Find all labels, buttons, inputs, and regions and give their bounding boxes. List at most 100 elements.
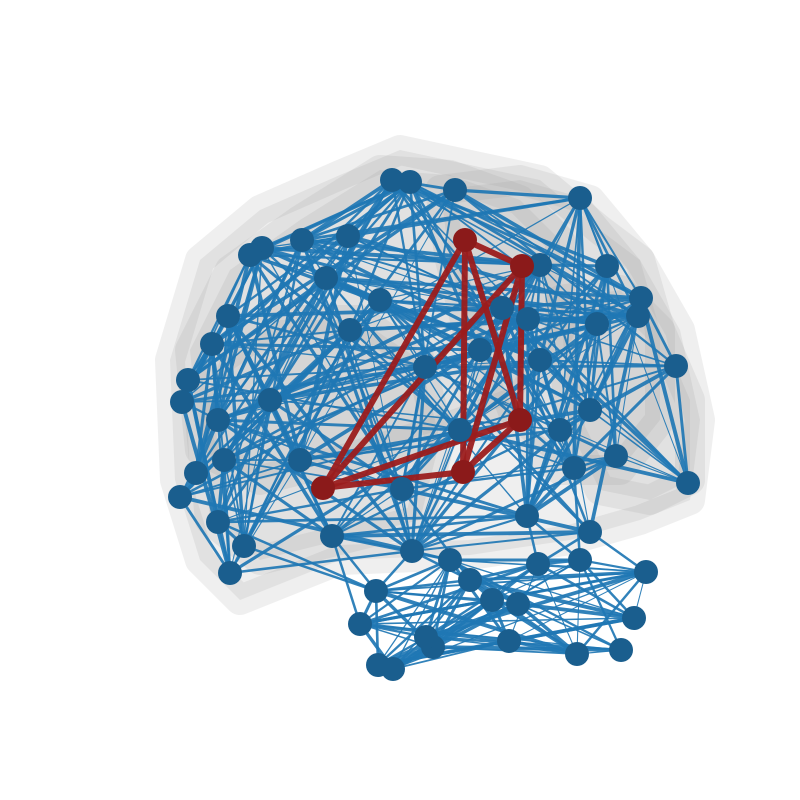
graph-node	[176, 368, 200, 392]
graph-node	[320, 524, 344, 548]
graph-node	[232, 534, 256, 558]
lower-cluster-edge	[359, 617, 635, 625]
highlighted-edge	[517, 263, 525, 423]
lower-cluster-edge	[579, 559, 635, 619]
lower-cluster-edge	[392, 559, 451, 670]
graph-node	[368, 288, 392, 312]
lower-cluster-edge	[425, 579, 471, 638]
upper-cluster-edge	[410, 366, 427, 552]
upper-cluster-edge	[409, 181, 598, 325]
upper-cluster-edge	[379, 298, 541, 362]
highlighted-node	[311, 476, 335, 500]
highlighted-edge	[462, 237, 523, 423]
graph-node	[578, 398, 602, 422]
upper-cluster-edge	[539, 358, 677, 368]
upper-cluster-edge	[349, 264, 541, 331]
graph-node	[390, 477, 414, 501]
upper-cluster-edge	[401, 466, 575, 491]
upper-cluster-edge	[223, 458, 333, 538]
upper-cluster-edge	[269, 348, 481, 402]
graph-node	[381, 657, 405, 681]
graph-node	[364, 579, 388, 603]
lower-cluster-edge	[377, 579, 471, 666]
highlighted-edge	[320, 469, 466, 491]
graph-node	[438, 548, 462, 572]
graph-node	[497, 629, 521, 653]
graph-node	[676, 471, 700, 495]
upper-cluster-edge	[179, 239, 303, 498]
upper-cluster-edge	[301, 188, 456, 242]
upper-cluster-edge	[454, 188, 642, 300]
lower-cluster-edge	[359, 562, 539, 626]
upper-cluster-edge	[527, 318, 689, 484]
lower-cluster-edge	[431, 579, 472, 648]
upper-cluster-edge	[459, 315, 639, 431]
upper-cluster-edge	[639, 297, 690, 484]
upper-cluster-edge	[226, 315, 272, 401]
upper-cluster-edge	[299, 408, 591, 462]
graph-node	[170, 390, 194, 414]
lower-cluster-edge	[449, 559, 635, 619]
upper-cluster-edge	[539, 359, 689, 484]
upper-cluster-edge	[539, 359, 561, 431]
graph-node	[258, 388, 282, 412]
upper-cluster-edge	[674, 365, 690, 484]
upper-cluster-edge	[216, 399, 272, 523]
graph-node	[578, 520, 602, 544]
lower-cluster-edge	[576, 559, 581, 655]
graph-node	[568, 186, 592, 210]
lower-cluster-edge	[508, 616, 635, 643]
upper-cluster-edge	[525, 454, 618, 518]
lower-cluster-edge	[537, 563, 578, 655]
lower-cluster-edge	[578, 559, 623, 651]
highlighted-node	[508, 408, 532, 432]
graph-node	[400, 539, 424, 563]
bridge-edge	[331, 534, 451, 562]
graph-node	[336, 224, 360, 248]
upper-cluster-edge	[411, 531, 591, 552]
graph-node	[206, 510, 230, 534]
highlighted-node	[453, 228, 477, 252]
graph-node	[348, 612, 372, 636]
graph-node	[212, 448, 236, 472]
upper-cluster-edge	[411, 514, 528, 553]
upper-cluster-edge	[179, 365, 426, 499]
lower-cluster-edge	[359, 559, 451, 625]
graph-node	[168, 485, 192, 509]
upper-cluster-edge	[501, 296, 642, 310]
graph-node	[458, 568, 482, 592]
upper-cluster-edge	[242, 299, 382, 547]
upper-cluster-edge	[409, 180, 639, 318]
graph-node	[490, 296, 514, 320]
upper-cluster-edge	[249, 180, 411, 257]
upper-cluster-edge	[217, 315, 229, 421]
graph-node	[448, 418, 472, 442]
graph-node	[288, 448, 312, 472]
lower-cluster-edge	[537, 562, 635, 620]
upper-cluster-edge	[223, 306, 503, 462]
highlighted-edge	[320, 417, 523, 491]
graph-node	[565, 642, 589, 666]
graph-node	[184, 461, 208, 485]
upper-cluster-edge	[269, 398, 403, 491]
upper-cluster-edge	[299, 329, 351, 461]
graph-node	[629, 286, 653, 310]
upper-cluster-edge	[217, 514, 528, 524]
bridge-edge	[217, 520, 377, 593]
graph-node	[468, 338, 492, 362]
upper-cluster-edge	[589, 409, 689, 484]
upper-cluster-edge	[391, 178, 608, 268]
lower-cluster-edge	[392, 640, 510, 670]
upper-cluster-edge	[268, 181, 412, 401]
upper-cluster-edge	[194, 343, 214, 474]
upper-cluster-edge	[596, 323, 617, 457]
graph-node	[238, 243, 262, 267]
graph-node	[200, 332, 224, 356]
graph-node	[562, 456, 586, 480]
upper-cluster-edge	[211, 329, 351, 345]
graph-node	[480, 588, 504, 612]
lower-cluster-edge	[508, 571, 647, 642]
upper-cluster-edge	[227, 306, 503, 318]
graph-node	[634, 560, 658, 584]
